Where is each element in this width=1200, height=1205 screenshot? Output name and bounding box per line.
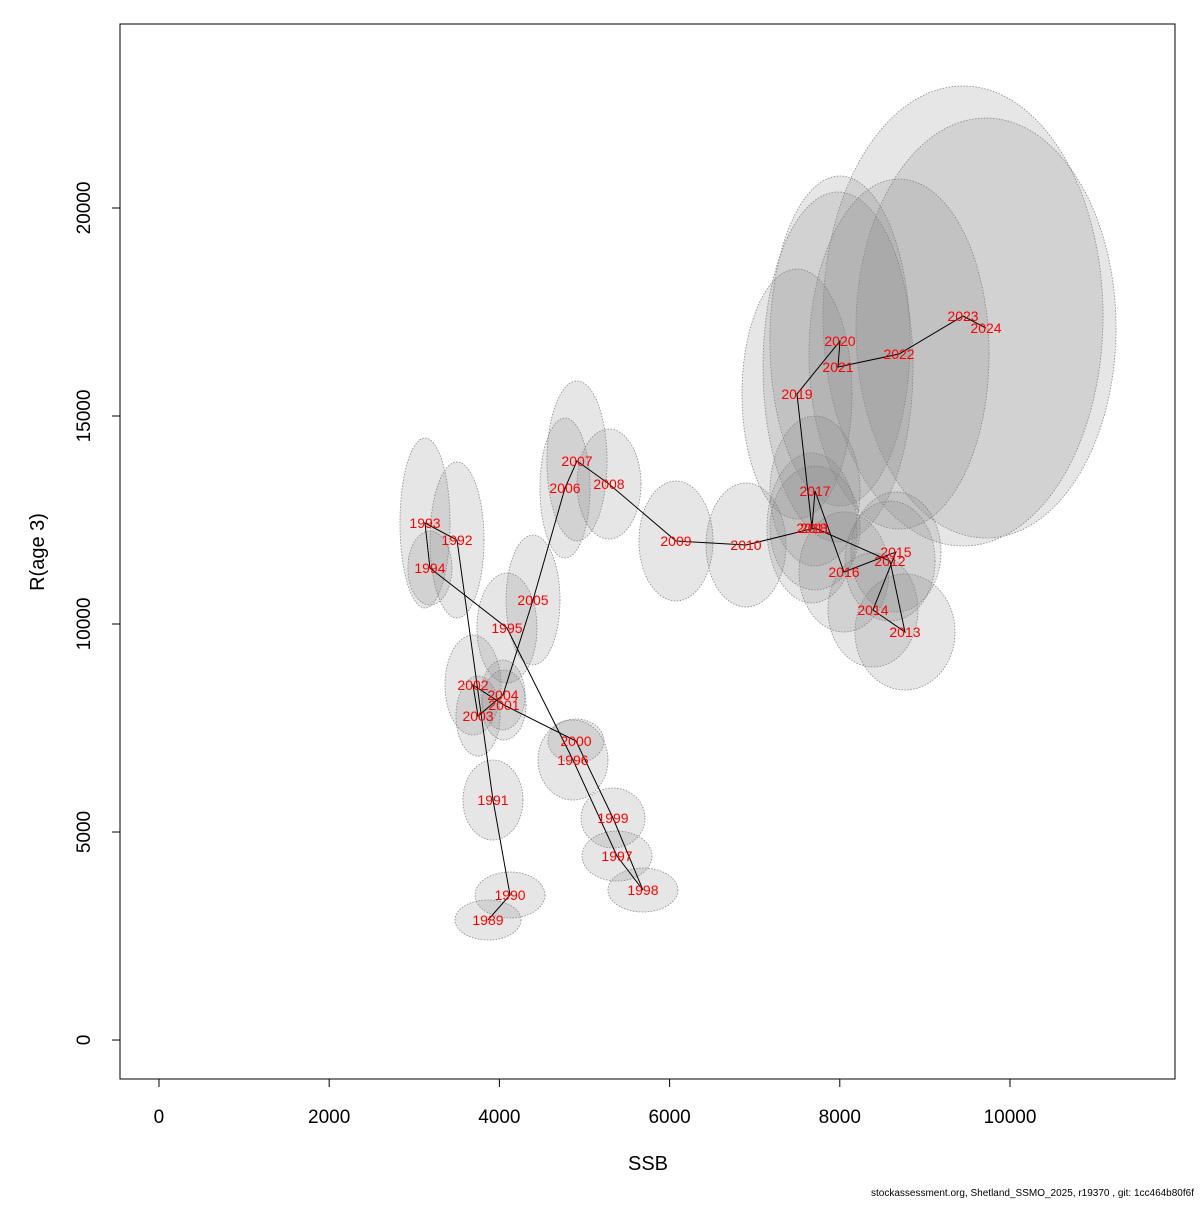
point-label: 1992 [441,532,472,548]
point-label: 2006 [549,480,580,496]
point-label: 2012 [874,553,905,569]
y-tick-label: 20000 [74,182,95,235]
point-label: 1995 [491,620,522,636]
point-label: 2023 [947,308,978,324]
x-tick-label: 2000 [308,1107,350,1128]
y-tick-label: 5000 [74,811,95,853]
point-label: 2017 [799,483,830,499]
point-label: 1990 [494,887,525,903]
y-tick-label: 0 [74,1035,95,1046]
point-label: 2021 [822,359,853,375]
point-label: 2010 [730,537,761,553]
point-label: 2014 [857,602,888,618]
ellipses [399,85,1117,941]
x-axis-label: SSB [628,1153,668,1175]
point-label: 2020 [824,333,855,349]
point-label: 2013 [889,624,920,640]
point-label: 2015 [880,544,911,560]
point-label: 1996 [557,752,588,768]
point-label: 2019 [781,386,812,402]
point-label: 2002 [457,677,488,693]
trajectory [424,315,987,921]
point-label: 1997 [601,848,632,864]
point-label: 2022 [883,346,914,362]
x-tick-label: 8000 [819,1107,861,1128]
point-label: 2009 [660,533,691,549]
point-label: 1993 [409,515,440,531]
point-label: 2007 [561,453,592,469]
point-label: 2003 [462,708,493,724]
point-label: 2004 [487,687,518,703]
point-label: 1998 [627,882,658,898]
point-label: 2018 [796,520,827,536]
point-label: 1991 [477,792,508,808]
point-label: 2005 [517,592,548,608]
x-tick-label: 4000 [478,1107,520,1128]
point-label: 1989 [472,912,503,928]
point-label: 1999 [597,810,628,826]
point-label: 2000 [560,733,591,749]
point-label: 2001 [488,697,519,713]
trajectory-line [424,315,987,921]
point-label: 2008 [593,476,624,492]
y-tick-label: 10000 [74,598,95,651]
x-tick-label: 0 [154,1107,165,1128]
y-tick-label: 15000 [74,390,95,443]
x-tick-label: 6000 [648,1107,690,1128]
axes: 0 2000 4000 6000 8000 10000 0 5000 10000 15000 200… [74,182,1036,1128]
point-label: 2024 [970,320,1001,336]
point-label: 1994 [414,560,445,576]
x-tick-label: 10000 [984,1107,1037,1128]
point-label: 2011 [800,520,830,536]
y-axis-label: R(age 3) [27,513,49,591]
point-label: 2016 [828,564,859,580]
footer: stockassessment.org, Shetland_SSMO_2025,… [871,1188,1194,1199]
